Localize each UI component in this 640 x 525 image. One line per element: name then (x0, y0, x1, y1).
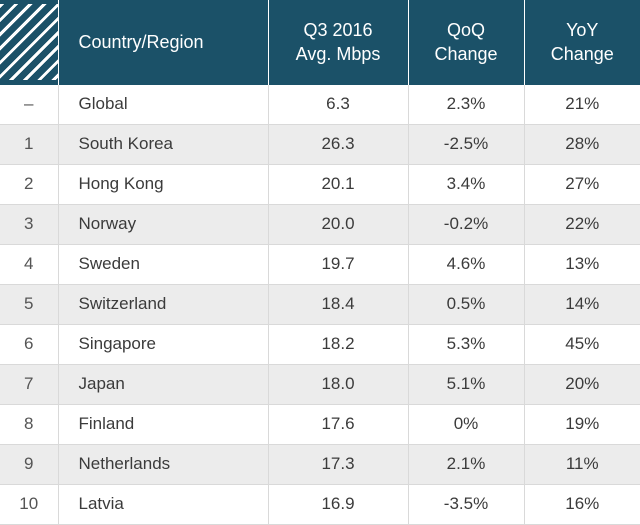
cell-region: Hong Kong (58, 164, 268, 204)
cell-avg: 18.0 (268, 364, 408, 404)
cell-rank: 9 (0, 444, 58, 484)
cell-yoy: 28% (524, 124, 640, 164)
cell-qoq: -0.2% (408, 204, 524, 244)
cell-avg: 18.2 (268, 324, 408, 364)
cell-avg: 17.6 (268, 404, 408, 444)
cell-avg: 26.3 (268, 124, 408, 164)
col-header-yoy: YoYChange (524, 0, 640, 85)
cell-rank: 7 (0, 364, 58, 404)
cell-region: Global (58, 85, 268, 125)
cell-qoq: 2.1% (408, 444, 524, 484)
cell-rank: 1 (0, 124, 58, 164)
cell-region: Sweden (58, 244, 268, 284)
cell-qoq: 2.3% (408, 85, 524, 125)
table-row: – Global 6.3 2.3% 21% (0, 85, 640, 125)
cell-avg: 20.0 (268, 204, 408, 244)
table-header-row: Country/Region Q3 2016Avg. Mbps QoQChang… (0, 0, 640, 85)
cell-region: Switzerland (58, 284, 268, 324)
cell-yoy: 19% (524, 404, 640, 444)
col-header-avg: Q3 2016Avg. Mbps (268, 0, 408, 85)
table-row: 2 Hong Kong 20.1 3.4% 27% (0, 164, 640, 204)
table-row: 5 Switzerland 18.4 0.5% 14% (0, 284, 640, 324)
cell-yoy: 13% (524, 244, 640, 284)
cell-qoq: -3.5% (408, 484, 524, 524)
cell-yoy: 14% (524, 284, 640, 324)
cell-rank: 5 (0, 284, 58, 324)
cell-rank: 10 (0, 484, 58, 524)
cell-qoq: 0% (408, 404, 524, 444)
cell-qoq: 0.5% (408, 284, 524, 324)
table-row: 9 Netherlands 17.3 2.1% 11% (0, 444, 640, 484)
cell-avg: 17.3 (268, 444, 408, 484)
table-row: 1 South Korea 26.3 -2.5% 28% (0, 124, 640, 164)
cell-qoq: 4.6% (408, 244, 524, 284)
cell-rank: – (0, 85, 58, 125)
table-row: 7 Japan 18.0 5.1% 20% (0, 364, 640, 404)
table-row: 10 Latvia 16.9 -3.5% 16% (0, 484, 640, 524)
cell-rank: 3 (0, 204, 58, 244)
table-row: 6 Singapore 18.2 5.3% 45% (0, 324, 640, 364)
cell-rank: 6 (0, 324, 58, 364)
col-header-qoq: QoQChange (408, 0, 524, 85)
cell-yoy: 21% (524, 85, 640, 125)
cell-region: South Korea (58, 124, 268, 164)
cell-avg: 19.7 (268, 244, 408, 284)
cell-yoy: 22% (524, 204, 640, 244)
cell-qoq: 5.1% (408, 364, 524, 404)
cell-yoy: 27% (524, 164, 640, 204)
table-row: 3 Norway 20.0 -0.2% 22% (0, 204, 640, 244)
hatch-pattern-icon (0, 4, 58, 80)
speed-table: Country/Region Q3 2016Avg. Mbps QoQChang… (0, 0, 640, 525)
cell-qoq: 5.3% (408, 324, 524, 364)
cell-region: Singapore (58, 324, 268, 364)
cell-avg: 20.1 (268, 164, 408, 204)
col-header-region: Country/Region (58, 0, 268, 85)
cell-yoy: 45% (524, 324, 640, 364)
cell-region: Finland (58, 404, 268, 444)
cell-avg: 6.3 (268, 85, 408, 125)
cell-yoy: 11% (524, 444, 640, 484)
cell-rank: 4 (0, 244, 58, 284)
cell-region: Latvia (58, 484, 268, 524)
table-body: – Global 6.3 2.3% 21% 1 South Korea 26.3… (0, 85, 640, 525)
cell-yoy: 20% (524, 364, 640, 404)
cell-qoq: -2.5% (408, 124, 524, 164)
cell-qoq: 3.4% (408, 164, 524, 204)
cell-rank: 8 (0, 404, 58, 444)
cell-avg: 18.4 (268, 284, 408, 324)
table-row: 8 Finland 17.6 0% 19% (0, 404, 640, 444)
cell-region: Norway (58, 204, 268, 244)
col-header-rank (0, 0, 58, 85)
table-row: 4 Sweden 19.7 4.6% 13% (0, 244, 640, 284)
cell-avg: 16.9 (268, 484, 408, 524)
cell-region: Japan (58, 364, 268, 404)
cell-rank: 2 (0, 164, 58, 204)
cell-yoy: 16% (524, 484, 640, 524)
cell-region: Netherlands (58, 444, 268, 484)
